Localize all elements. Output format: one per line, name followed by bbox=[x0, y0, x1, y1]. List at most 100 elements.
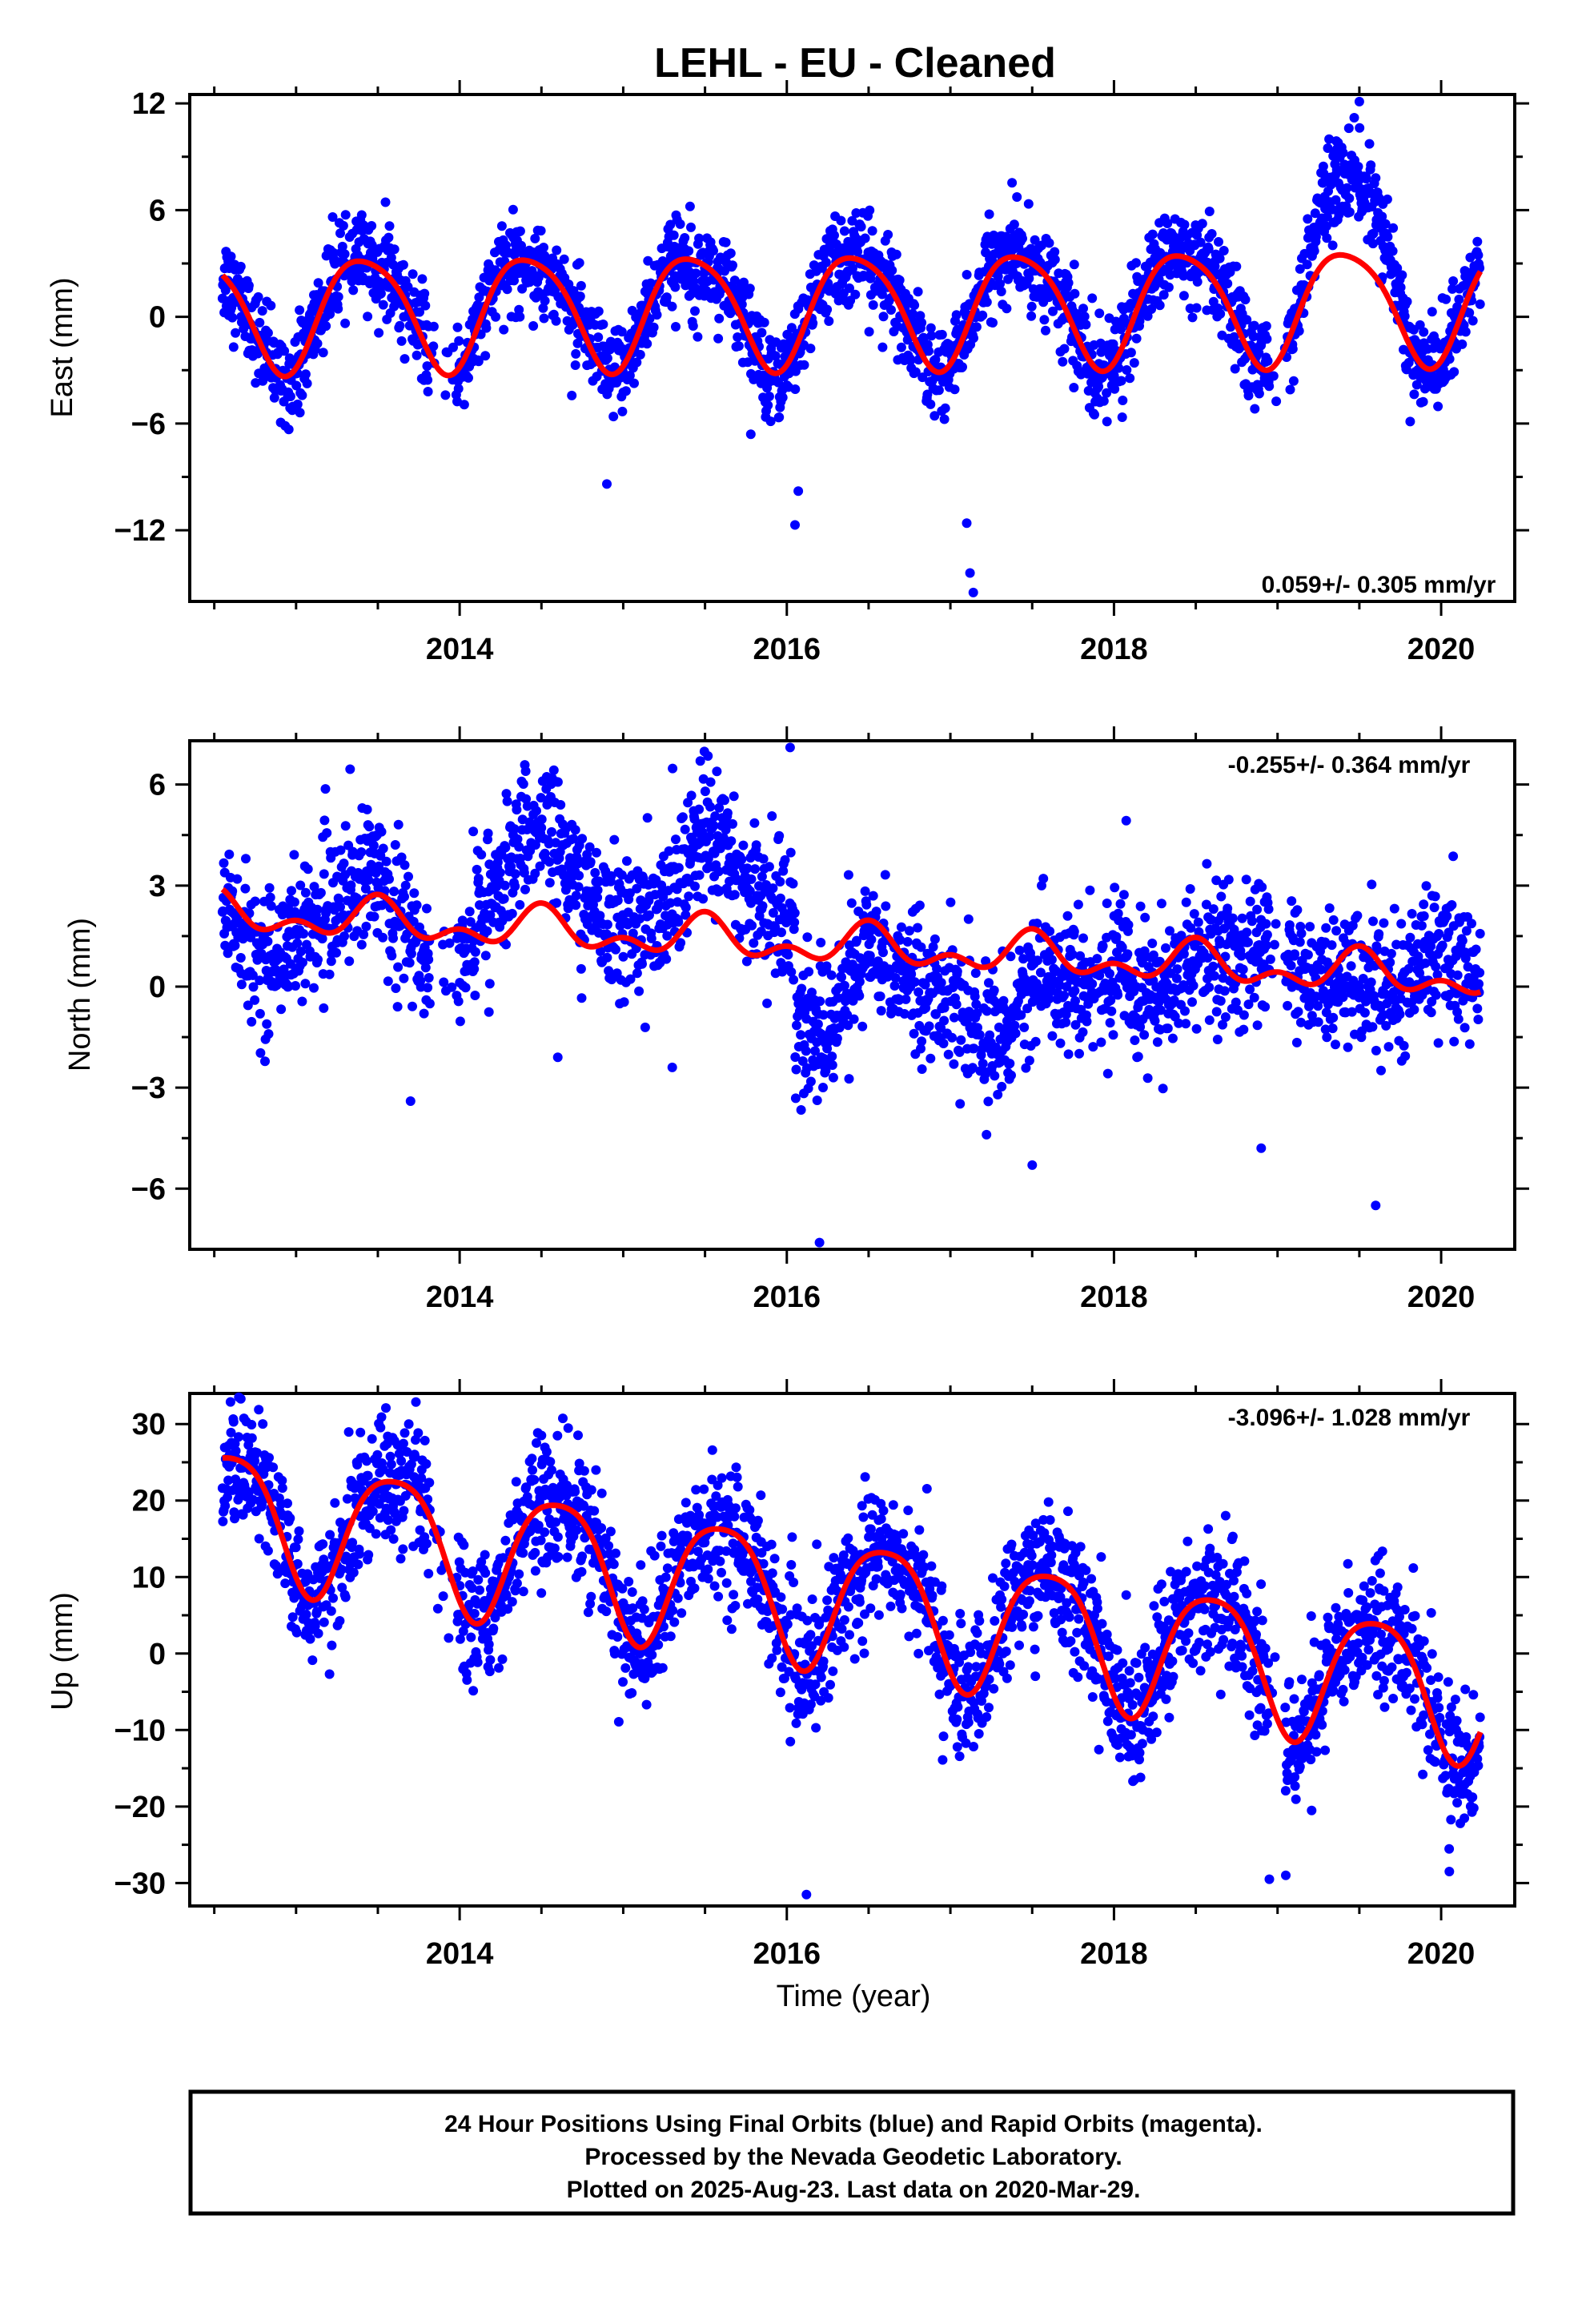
data-point bbox=[400, 354, 410, 364]
data-point bbox=[577, 834, 588, 844]
data-point bbox=[608, 412, 619, 422]
data-point bbox=[389, 887, 400, 897]
data-point bbox=[263, 936, 273, 947]
data-point bbox=[408, 1001, 417, 1011]
data-point bbox=[1260, 1002, 1271, 1012]
data-point bbox=[1444, 354, 1455, 364]
data-point bbox=[524, 277, 535, 287]
data-point bbox=[364, 822, 375, 832]
data-point bbox=[228, 342, 239, 352]
data-point bbox=[556, 800, 566, 810]
data-point bbox=[712, 766, 722, 777]
data-point bbox=[1088, 1042, 1098, 1052]
data-point bbox=[1158, 290, 1169, 300]
data-point bbox=[327, 212, 338, 222]
data-point bbox=[1078, 304, 1088, 314]
data-point bbox=[938, 1039, 949, 1048]
data-point bbox=[574, 258, 584, 268]
data-point bbox=[321, 321, 331, 332]
data-point bbox=[1383, 1042, 1394, 1052]
data-point bbox=[1105, 1018, 1115, 1028]
data-point bbox=[400, 880, 411, 891]
data-point bbox=[924, 1021, 934, 1031]
data-point bbox=[793, 486, 804, 497]
data-point bbox=[946, 897, 956, 907]
data-point bbox=[733, 332, 743, 342]
data-point bbox=[570, 360, 580, 370]
data-point bbox=[1344, 193, 1355, 203]
data-point bbox=[360, 883, 371, 894]
data-point bbox=[240, 883, 251, 894]
data-point bbox=[714, 313, 725, 324]
y-tick-label: −6 bbox=[131, 408, 166, 441]
data-point bbox=[298, 957, 307, 967]
y-tick-label: 3 bbox=[149, 870, 166, 903]
data-point bbox=[483, 828, 493, 838]
data-point bbox=[843, 870, 853, 880]
data-point bbox=[850, 289, 861, 300]
data-point bbox=[514, 842, 524, 852]
data-point bbox=[391, 983, 401, 993]
data-point bbox=[611, 944, 620, 955]
data-point bbox=[536, 226, 546, 236]
data-point bbox=[1161, 943, 1170, 953]
data-point bbox=[508, 204, 518, 215]
data-point bbox=[515, 226, 525, 236]
data-point bbox=[1185, 884, 1195, 894]
data-point bbox=[570, 825, 580, 835]
data-point bbox=[789, 908, 800, 919]
data-point bbox=[1448, 851, 1459, 862]
data-point bbox=[1430, 891, 1440, 902]
data-point bbox=[1249, 320, 1259, 331]
data-point bbox=[1204, 207, 1215, 216]
data-point bbox=[515, 899, 525, 910]
data-point bbox=[447, 982, 457, 992]
data-point bbox=[978, 310, 988, 320]
data-point bbox=[1216, 891, 1227, 902]
data-point bbox=[1472, 1003, 1483, 1014]
data-point bbox=[1130, 1035, 1140, 1045]
data-point bbox=[983, 1096, 994, 1107]
data-point bbox=[1256, 338, 1267, 348]
data-point bbox=[824, 316, 834, 326]
data-point bbox=[1062, 911, 1073, 921]
data-point bbox=[464, 372, 473, 383]
data-point bbox=[768, 883, 778, 894]
data-point bbox=[930, 934, 940, 944]
data-point bbox=[1368, 228, 1379, 239]
data-point bbox=[1310, 208, 1320, 219]
data-point bbox=[387, 951, 397, 961]
data-point bbox=[1193, 917, 1203, 927]
data-point bbox=[1110, 883, 1120, 893]
data-point bbox=[709, 246, 718, 256]
data-point bbox=[1385, 957, 1395, 967]
data-point bbox=[789, 917, 800, 927]
data-point bbox=[913, 287, 923, 297]
data-point bbox=[585, 857, 596, 867]
data-point bbox=[324, 969, 335, 979]
data-point bbox=[827, 1051, 837, 1062]
data-point bbox=[940, 403, 950, 413]
data-point bbox=[331, 947, 341, 958]
data-point bbox=[1058, 356, 1068, 367]
east-plot-frame bbox=[188, 93, 1516, 603]
data-point bbox=[1142, 1073, 1153, 1084]
data-point bbox=[496, 221, 507, 231]
data-point bbox=[227, 312, 238, 323]
data-point bbox=[484, 859, 495, 870]
data-point bbox=[1131, 258, 1141, 268]
data-point bbox=[775, 877, 785, 887]
data-point bbox=[258, 376, 268, 386]
data-point bbox=[1239, 1024, 1249, 1035]
data-point bbox=[1264, 381, 1275, 392]
data-point bbox=[263, 328, 273, 338]
data-point bbox=[322, 828, 332, 838]
data-point bbox=[1433, 401, 1443, 412]
data-point bbox=[1092, 954, 1102, 964]
data-point bbox=[951, 310, 962, 320]
data-point bbox=[362, 804, 372, 814]
data-point bbox=[955, 1099, 966, 1109]
data-point bbox=[684, 891, 694, 902]
data-point bbox=[547, 826, 556, 837]
